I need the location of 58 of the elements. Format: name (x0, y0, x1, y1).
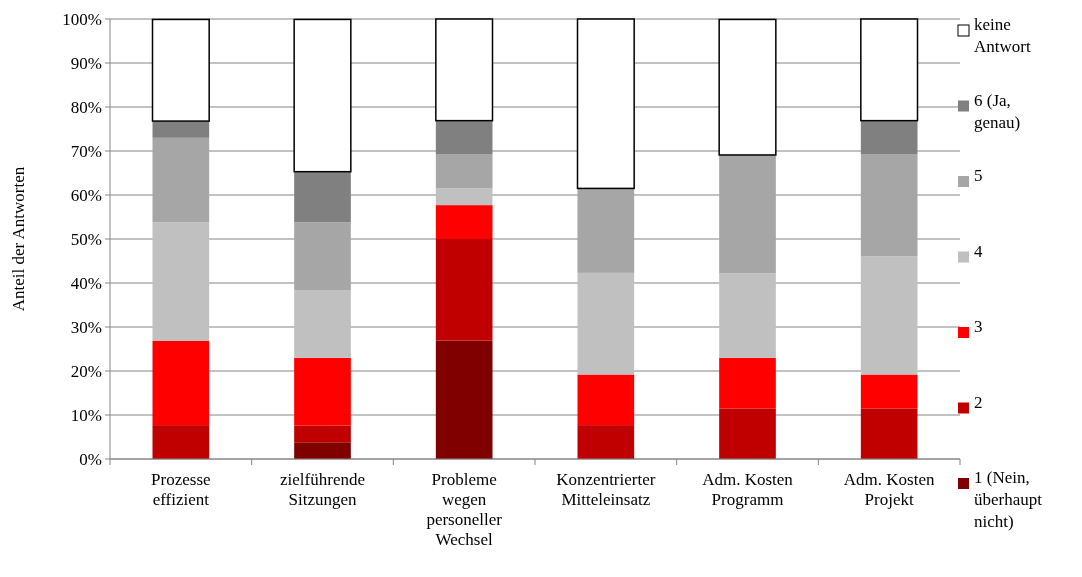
bar (719, 408, 776, 459)
bar (152, 121, 210, 138)
bar (294, 290, 351, 358)
bar (435, 154, 493, 189)
bar (860, 256, 918, 375)
y-tick-label: 60% (70, 185, 102, 205)
y-tick-label: 20% (70, 361, 102, 381)
y-axis-title: Anteil der Antworten (9, 166, 28, 312)
legend-label: 1 (Nein, überhaupt nicht) (974, 468, 1043, 531)
bar (718, 18, 777, 156)
bar (577, 425, 635, 459)
bar (860, 408, 918, 459)
bar (294, 425, 351, 443)
y-tick-label: 100% (62, 9, 102, 29)
y-tick-label: 50% (70, 229, 102, 249)
bar (719, 154, 776, 274)
x-tick-label: Probleme wegen personeller Wechsel (426, 470, 503, 549)
bar (719, 357, 776, 409)
bar (152, 425, 210, 459)
bar (576, 18, 635, 190)
bar (294, 222, 351, 291)
legend-label: 4 (974, 241, 983, 261)
y-tick-label: 90% (70, 53, 102, 73)
bar (435, 188, 493, 206)
bar (152, 340, 210, 426)
bar (293, 18, 352, 173)
legend-label: 5 (974, 166, 983, 185)
bar (435, 239, 493, 341)
y-tick-label: 40% (70, 273, 102, 293)
y-tick-label: 80% (70, 97, 102, 117)
bar (435, 205, 493, 239)
x-tick-label: Adm. Kosten Projekt (843, 470, 935, 509)
bar (435, 340, 493, 459)
y-tick-label: 0% (79, 449, 102, 469)
x-tick-label: zielführende Sitzungen (280, 470, 365, 509)
legend-label: 2 (974, 392, 983, 412)
y-tick-label: 10% (70, 405, 102, 425)
legend-label: 3 (974, 317, 983, 336)
bar (577, 188, 635, 273)
legend-label: 6 (Ja, genau) (974, 90, 1021, 132)
bar (860, 18, 919, 122)
bar (294, 442, 351, 459)
legend-label: keine Antwort (974, 15, 1031, 56)
bar (860, 154, 918, 257)
bar (152, 137, 210, 223)
y-tick-label: 70% (70, 141, 102, 161)
x-tick-label: Prozesse effizient (151, 470, 211, 509)
y-tick-label: 30% (70, 317, 102, 337)
bar (577, 272, 635, 375)
bar (860, 374, 918, 409)
x-tick-label: Adm. Kosten Programm (702, 470, 794, 509)
bar (719, 273, 776, 358)
x-tick-label: Konzentrierter Mitteleinsatz (556, 470, 656, 509)
bar (435, 18, 494, 122)
bar (577, 374, 635, 426)
bar (294, 357, 351, 426)
bar (151, 18, 210, 122)
bar (152, 222, 210, 341)
